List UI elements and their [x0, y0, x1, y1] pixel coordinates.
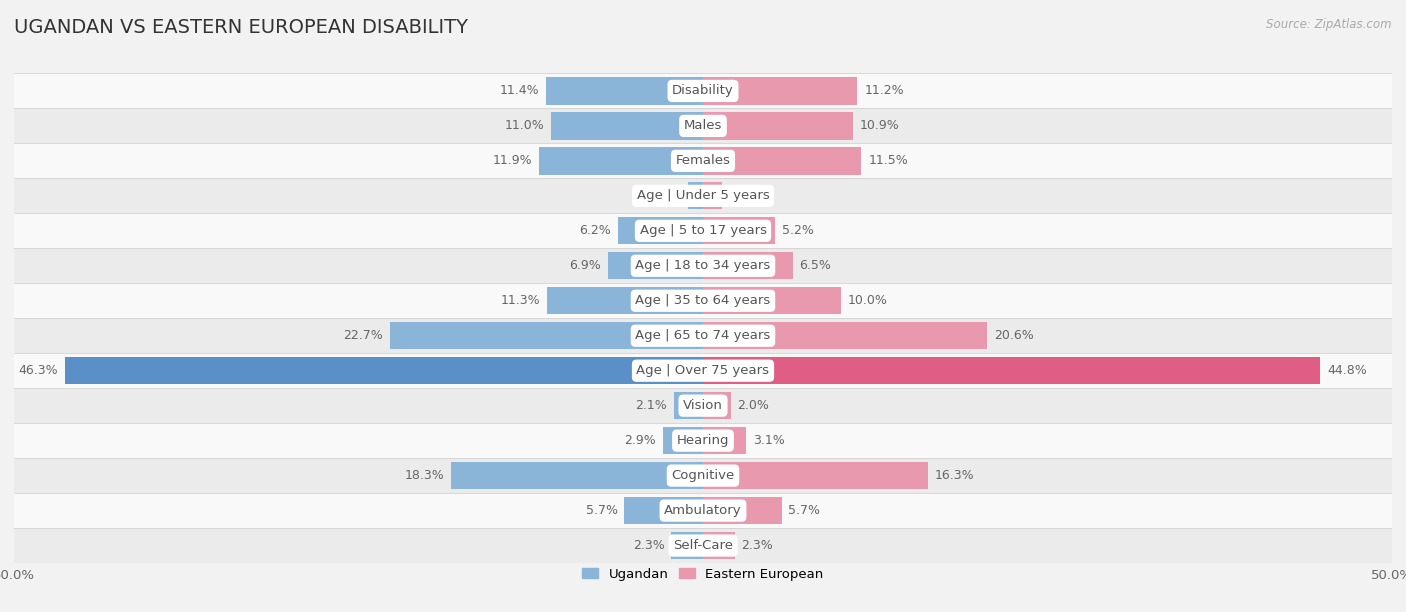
- Text: Hearing: Hearing: [676, 434, 730, 447]
- Text: 2.3%: 2.3%: [633, 539, 665, 552]
- Text: Source: ZipAtlas.com: Source: ZipAtlas.com: [1267, 18, 1392, 31]
- Bar: [688, 182, 703, 209]
- Text: 44.8%: 44.8%: [1327, 364, 1367, 377]
- Text: 6.9%: 6.9%: [569, 259, 600, 272]
- Text: Disability: Disability: [672, 84, 734, 97]
- Bar: [703, 532, 735, 559]
- Text: Age | 65 to 74 years: Age | 65 to 74 years: [636, 329, 770, 342]
- Bar: [703, 252, 793, 280]
- Bar: [65, 357, 703, 384]
- Bar: [703, 112, 853, 140]
- Text: 2.9%: 2.9%: [624, 434, 657, 447]
- Bar: [391, 322, 703, 349]
- Text: Age | Over 75 years: Age | Over 75 years: [637, 364, 769, 377]
- Text: 11.5%: 11.5%: [869, 154, 908, 167]
- Text: 2.1%: 2.1%: [636, 399, 668, 412]
- Text: Age | 18 to 34 years: Age | 18 to 34 years: [636, 259, 770, 272]
- Bar: [703, 217, 775, 244]
- Text: 46.3%: 46.3%: [18, 364, 58, 377]
- Bar: [671, 532, 703, 559]
- Bar: [14, 214, 1392, 248]
- Bar: [703, 427, 745, 454]
- Bar: [14, 248, 1392, 283]
- Text: 11.9%: 11.9%: [492, 154, 531, 167]
- Bar: [703, 322, 987, 349]
- Bar: [14, 493, 1392, 528]
- Text: Ambulatory: Ambulatory: [664, 504, 742, 517]
- Bar: [14, 108, 1392, 143]
- Text: 11.3%: 11.3%: [501, 294, 540, 307]
- Bar: [451, 462, 703, 489]
- Text: 2.0%: 2.0%: [738, 399, 769, 412]
- Bar: [551, 112, 703, 140]
- Text: 10.9%: 10.9%: [860, 119, 900, 132]
- Bar: [14, 388, 1392, 423]
- Bar: [14, 353, 1392, 388]
- Text: 18.3%: 18.3%: [404, 469, 444, 482]
- Bar: [703, 182, 723, 209]
- Bar: [547, 287, 703, 315]
- Bar: [14, 143, 1392, 178]
- Text: 22.7%: 22.7%: [343, 329, 384, 342]
- Bar: [14, 423, 1392, 458]
- Text: 2.3%: 2.3%: [741, 539, 773, 552]
- Text: 6.2%: 6.2%: [579, 225, 610, 237]
- Bar: [703, 287, 841, 315]
- Bar: [703, 462, 928, 489]
- Text: 16.3%: 16.3%: [935, 469, 974, 482]
- Bar: [14, 528, 1392, 563]
- Text: 6.5%: 6.5%: [800, 259, 831, 272]
- Text: 11.0%: 11.0%: [505, 119, 544, 132]
- Bar: [617, 217, 703, 244]
- Bar: [538, 147, 703, 174]
- Bar: [703, 147, 862, 174]
- Text: 5.2%: 5.2%: [782, 225, 814, 237]
- Text: 1.4%: 1.4%: [730, 189, 761, 203]
- Text: 5.7%: 5.7%: [585, 504, 617, 517]
- Bar: [14, 318, 1392, 353]
- Bar: [664, 427, 703, 454]
- Text: Age | Under 5 years: Age | Under 5 years: [637, 189, 769, 203]
- Bar: [703, 77, 858, 105]
- Text: Males: Males: [683, 119, 723, 132]
- Bar: [546, 77, 703, 105]
- Text: 5.7%: 5.7%: [789, 504, 821, 517]
- Text: 3.1%: 3.1%: [752, 434, 785, 447]
- Text: Cognitive: Cognitive: [672, 469, 734, 482]
- Bar: [14, 458, 1392, 493]
- Bar: [703, 497, 782, 524]
- Bar: [673, 392, 703, 419]
- Text: Age | 5 to 17 years: Age | 5 to 17 years: [640, 225, 766, 237]
- Bar: [607, 252, 703, 280]
- Bar: [703, 392, 731, 419]
- Text: Vision: Vision: [683, 399, 723, 412]
- Bar: [14, 178, 1392, 214]
- Text: 1.1%: 1.1%: [650, 189, 681, 203]
- Text: UGANDAN VS EASTERN EUROPEAN DISABILITY: UGANDAN VS EASTERN EUROPEAN DISABILITY: [14, 18, 468, 37]
- Text: Females: Females: [675, 154, 731, 167]
- Bar: [624, 497, 703, 524]
- Bar: [14, 73, 1392, 108]
- Text: Self-Care: Self-Care: [673, 539, 733, 552]
- Text: 20.6%: 20.6%: [994, 329, 1033, 342]
- Text: 11.2%: 11.2%: [865, 84, 904, 97]
- Bar: [703, 357, 1320, 384]
- Text: 10.0%: 10.0%: [848, 294, 887, 307]
- Text: 11.4%: 11.4%: [499, 84, 538, 97]
- Text: Age | 35 to 64 years: Age | 35 to 64 years: [636, 294, 770, 307]
- Legend: Ugandan, Eastern European: Ugandan, Eastern European: [576, 562, 830, 586]
- Bar: [14, 283, 1392, 318]
